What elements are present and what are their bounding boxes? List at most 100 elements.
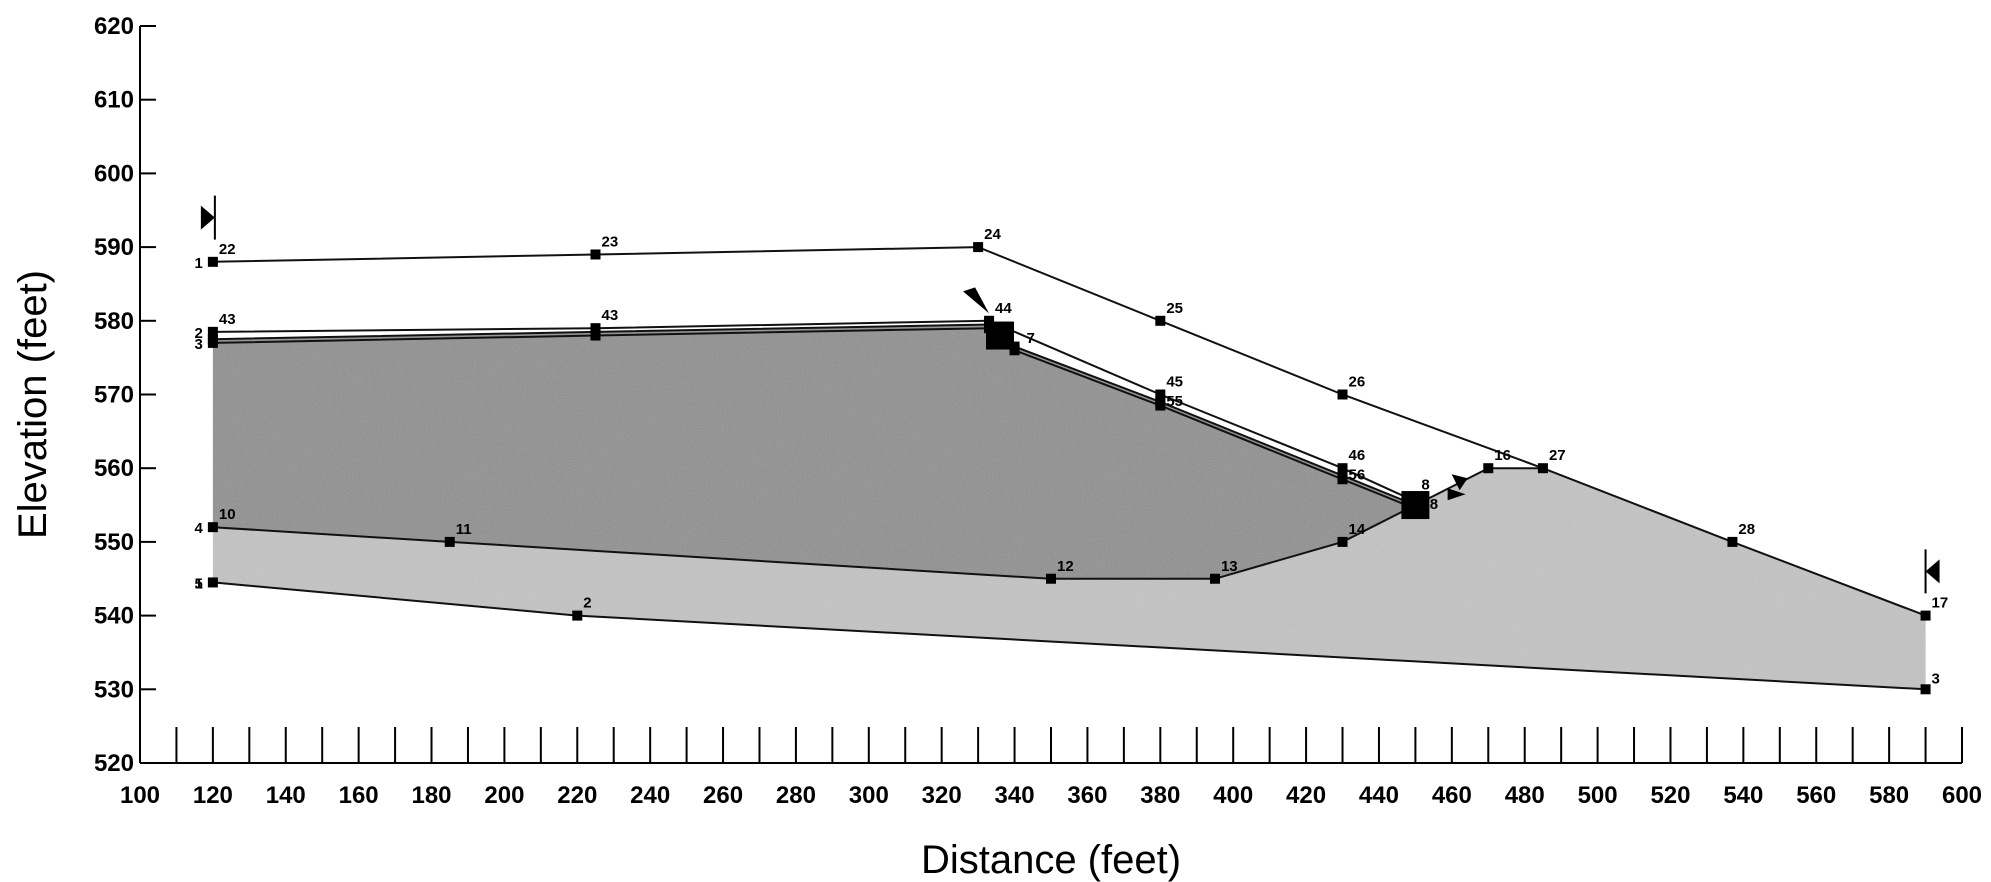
point-label: 13 [1221, 558, 1238, 575]
arrow-icon [963, 287, 990, 314]
search-limit-flags [200, 195, 1940, 594]
point-label: 3 [195, 336, 203, 353]
right-limit-flag-icon [1925, 559, 1940, 584]
x-tick-label: 600 [1942, 782, 1982, 809]
x-tick-label: 120 [193, 782, 233, 809]
x-tick-label: 380 [1140, 782, 1180, 809]
y-axis-title: Elevation (feet) [11, 270, 55, 539]
point-label: 12 [1057, 558, 1074, 575]
x-tick-label: 240 [630, 782, 670, 809]
x-tick-label: 540 [1723, 782, 1763, 809]
left-limit-flag-icon [200, 205, 215, 230]
point-label: 4 [195, 520, 204, 537]
point-marker [1009, 345, 1020, 356]
arrow-icon [1451, 474, 1468, 491]
point-marker [572, 610, 583, 621]
point-label: 56 [1349, 467, 1366, 484]
x-tick-label: 320 [922, 782, 962, 809]
point-marker [590, 330, 601, 341]
x-tick-label: 160 [339, 782, 379, 809]
point-marker [207, 522, 218, 533]
x-axis-title: Distance (feet) [921, 838, 1181, 882]
point-marker [1209, 573, 1220, 584]
region-lower-layer [212, 468, 1926, 690]
cluster-marker [985, 321, 1014, 350]
point-marker [973, 242, 984, 253]
point-label: 43 [219, 311, 236, 328]
y-tick-label: 600 [94, 160, 134, 187]
y-tick-label: 530 [94, 676, 134, 703]
y-tick-label: 570 [94, 382, 134, 409]
y-tick-label: 590 [94, 234, 134, 261]
y-tick-label: 550 [94, 529, 134, 556]
boundary-line-5 [212, 467, 1543, 580]
point-label: 2 [195, 325, 203, 342]
point-markers [207, 242, 1931, 695]
point-label: 43 [602, 307, 619, 324]
point-label: 45 [1166, 374, 1183, 391]
point-marker [207, 577, 218, 588]
point-marker [1155, 400, 1166, 411]
point-marker [207, 256, 218, 267]
x-tick-label: 360 [1067, 782, 1107, 809]
y-tick-label: 610 [94, 87, 134, 114]
x-tick-label: 300 [849, 782, 889, 809]
point-label: 46 [1349, 447, 1366, 464]
point-label: 18 [1421, 496, 1438, 513]
point-marker [207, 337, 218, 348]
point-label: 5 [195, 575, 203, 592]
y-tick-label: 560 [94, 455, 134, 482]
point-marker [1727, 536, 1738, 547]
x-tick-label: 520 [1650, 782, 1690, 809]
soil-regions [212, 324, 1926, 690]
point-marker [1337, 463, 1348, 474]
y-tick-label: 620 [94, 13, 134, 40]
point-label: 1 [195, 575, 203, 592]
point-label: 17 [1932, 595, 1949, 612]
point-label: 27 [1549, 447, 1566, 464]
point-label: 28 [1738, 521, 1755, 538]
point-label: 23 [602, 233, 619, 250]
point-label: 16 [1494, 447, 1511, 464]
point-marker [1537, 463, 1548, 474]
x-tick-label: 560 [1796, 782, 1836, 809]
point-marker [207, 326, 218, 337]
x-tick-label: 200 [484, 782, 524, 809]
x-tick-label: 580 [1869, 782, 1909, 809]
point-label: 3 [1932, 670, 1940, 687]
point-label: 22 [219, 241, 236, 258]
point-label: 7 [1027, 330, 1035, 347]
point-marker [1337, 389, 1348, 400]
x-tick-label: 260 [703, 782, 743, 809]
point-marker [1155, 389, 1166, 400]
cluster-marker [1401, 491, 1430, 520]
y-tick-label: 580 [94, 308, 134, 335]
point-label: 10 [219, 506, 236, 523]
point-label: 26 [1349, 374, 1366, 391]
point-label: 1 [195, 255, 203, 272]
x-tick-label: 480 [1505, 782, 1545, 809]
point-marker [1920, 684, 1931, 695]
point-label: 55 [1166, 393, 1183, 410]
point-marker [1483, 463, 1494, 474]
point-label: 24 [984, 226, 1001, 243]
point-marker [1155, 315, 1166, 326]
x-tick-label: 220 [557, 782, 597, 809]
boundary-line-2 [212, 319, 1416, 503]
point-marker [1046, 573, 1056, 584]
point-label: 8 [1421, 477, 1429, 494]
x-tick-label: 280 [776, 782, 816, 809]
point-marker [444, 536, 455, 547]
x-tick-label: 140 [266, 782, 306, 809]
point-marker [1337, 474, 1348, 485]
axes: 520 530 540 550 560 570 580 590 600 610 620 100 120 1… [94, 13, 1982, 809]
y-tick-label: 540 [94, 603, 134, 630]
point-marker [590, 249, 601, 260]
point-label: 14 [1349, 521, 1366, 538]
point-label: 2 [583, 595, 591, 612]
point-label: 25 [1166, 300, 1183, 317]
point-label: 44 [995, 300, 1012, 317]
boundary-line-1 [212, 246, 1926, 617]
